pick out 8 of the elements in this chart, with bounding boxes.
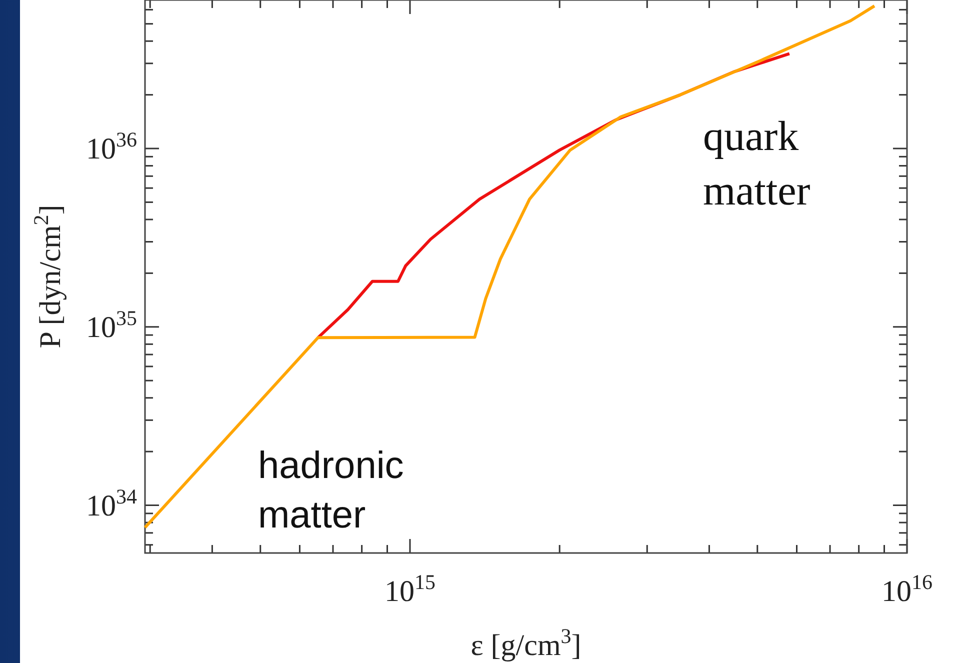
y-tick-label: 10$^{35}$: [86, 306, 137, 344]
x-axis-title: ε [g/cm$^{3}$]: [470, 624, 582, 662]
annotation: quark matter: [703, 114, 810, 215]
y-tick-label: 10$^{34}$: [86, 484, 138, 522]
annotation: hadronic matter: [258, 445, 404, 536]
x-tick-label: 10$^{15}$: [384, 570, 436, 608]
y-tick-label: 10$^{36}$: [86, 128, 137, 166]
x-tick-label: 10$^{16}$: [882, 570, 932, 608]
